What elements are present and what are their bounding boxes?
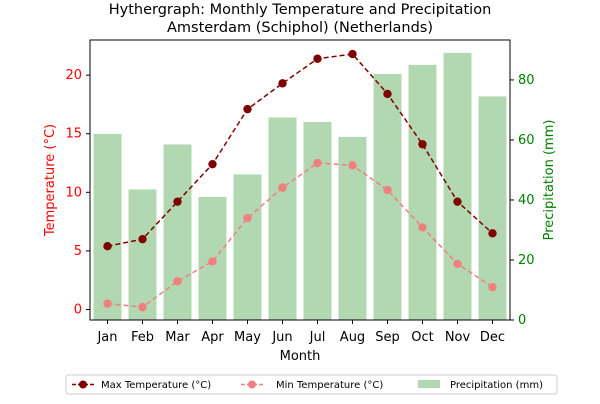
right-tick-label: 60 (518, 133, 535, 148)
max-temp-point-jul (313, 54, 322, 63)
left-tick-label: 15 (65, 127, 82, 142)
max-temp-point-may (243, 104, 252, 114)
max-temp-point-mar (173, 197, 182, 206)
left-tick-label: 20 (65, 68, 82, 83)
x-tick-label-feb: Feb (131, 330, 154, 345)
legend: Max Temperature (°C) Min Temperature (°C… (65, 374, 558, 395)
x-tick-label-may: May (234, 330, 261, 345)
temperature-points (103, 49, 497, 312)
max-temp-point-sep (383, 89, 392, 99)
max-temp-point-jan (103, 241, 112, 251)
max-temp-point-dec (488, 229, 497, 238)
x-tick-label-nov: Nov (445, 330, 471, 345)
min-temp-point-oct (418, 223, 427, 232)
x-tick-label-oct: Oct (411, 330, 433, 345)
right-tick-label: 40 (518, 193, 535, 208)
min-temp-point-mar (173, 277, 182, 286)
left-y-axis: 0 5 10 15 20 (65, 68, 90, 317)
max-temp-point-aug (348, 49, 357, 59)
legend-item-precipitation: Precipitation (mm) (418, 380, 543, 391)
legend-min-marker (248, 380, 256, 389)
x-tick-label-sep: Sep (375, 330, 400, 345)
max-temp-line (107, 53, 494, 247)
min-temp-point-jan (103, 299, 112, 308)
precip-bar-mar (163, 144, 192, 320)
max-temp-point-oct (418, 140, 427, 149)
min-temp-point-jun (278, 183, 287, 192)
max-temp-point-feb (138, 234, 147, 244)
min-temp-point-nov (453, 259, 462, 268)
right-y-axis: 0 20 40 60 80 (510, 73, 535, 328)
legend-item-max-temp: Max Temperature (°C) (72, 380, 211, 391)
left-tick-label: 5 (74, 244, 82, 259)
left-tick-label: 10 (65, 185, 82, 200)
chart-title: Hythergraph: Monthly Temperature and Pre… (109, 2, 492, 18)
precipitation-bars (93, 52, 507, 321)
x-tick-label-jun: Jun (271, 330, 292, 345)
precip-bar-jun (268, 117, 297, 321)
left-y-axis-label: Temperature (°C) (43, 124, 58, 237)
precip-bar-feb (128, 189, 157, 320)
legend-precip-label: Precipitation (mm) (450, 380, 543, 391)
precip-bar-sep (373, 73, 402, 320)
precip-bar-jul (303, 121, 332, 320)
right-tick-label: 20 (518, 253, 535, 268)
min-temp-point-jul (313, 158, 322, 168)
min-temp-point-apr (208, 257, 217, 266)
min-temp-point-aug (348, 161, 357, 170)
x-tick-label-apr: Apr (201, 330, 224, 345)
max-temp-point-nov (453, 197, 462, 206)
legend-frame (65, 374, 558, 395)
legend-min-label: Min Temperature (°C) (276, 380, 383, 391)
temperature-lines (107, 53, 494, 308)
legend-max-label: Max Temperature (°C) (101, 380, 211, 391)
min-temp-point-dec (488, 282, 497, 292)
max-temp-point-jun (278, 79, 287, 88)
min-temp-point-sep (383, 185, 392, 195)
x-tick-label-mar: Mar (165, 330, 190, 345)
precip-bar-jan (93, 133, 122, 320)
legend-max-marker (79, 380, 87, 389)
min-temp-point-may (243, 213, 252, 223)
right-tick-label: 0 (518, 313, 526, 328)
plot-frame (89, 39, 511, 321)
chart-subtitle: Amsterdam (Schiphol) (Netherlands) (167, 20, 433, 36)
right-y-axis-label: Precipitation (mm) (542, 120, 557, 241)
min-temp-point-feb (138, 302, 147, 312)
x-tick-label-jan: Jan (96, 330, 117, 345)
right-tick-label: 80 (518, 73, 535, 88)
x-tick-label-dec: Dec (480, 330, 505, 345)
precip-bar-may (233, 174, 262, 320)
min-temp-line (107, 162, 493, 308)
legend-precip-swatch (418, 380, 440, 388)
precip-bar-dec (478, 96, 507, 320)
x-tick-label-jul: Jul (309, 330, 326, 345)
x-axis: Jan Feb Mar Apr May Jun Jul Aug Sep Oct Nov Dec (96, 320, 505, 345)
x-tick-label-aug: Aug (340, 330, 365, 345)
left-tick-label: 0 (74, 302, 82, 317)
legend-item-min-temp: Min Temperature (°C) (241, 380, 383, 391)
max-temp-point-apr (208, 159, 217, 169)
precip-bar-oct (408, 64, 437, 320)
x-axis-label: Month (280, 349, 321, 364)
